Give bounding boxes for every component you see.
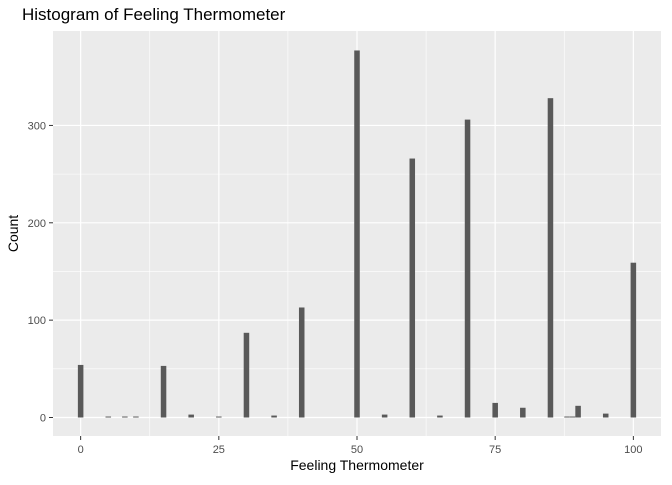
histogram-bar (492, 402, 498, 418)
histogram-bar (216, 416, 222, 418)
histogram-bar (464, 119, 471, 418)
x-tick-label: 100 (624, 444, 642, 456)
histogram-bar (243, 332, 250, 418)
x-axis-label: Feeling Thermometer (290, 457, 424, 473)
y-tick-label: 300 (28, 120, 46, 132)
histogram-bar (630, 262, 637, 418)
histogram-bar (547, 98, 554, 418)
histogram-bar (409, 158, 416, 418)
histogram-bar (160, 365, 167, 418)
histogram-bar (77, 364, 84, 418)
histogram-bar (354, 50, 360, 418)
histogram-bar (569, 416, 576, 418)
histogram-bar (271, 415, 277, 418)
x-tick-label: 75 (489, 444, 501, 456)
y-tick-label: 100 (28, 315, 46, 327)
histogram-bar (564, 416, 570, 418)
x-tick-label: 50 (351, 444, 363, 456)
y-tick-label: 0 (40, 413, 46, 425)
histogram-bar (381, 414, 388, 418)
bars (77, 50, 637, 418)
y-axis-label: Count (5, 215, 21, 252)
x-tick-label: 0 (78, 444, 84, 456)
histogram-bar (298, 307, 305, 418)
histogram-bar (602, 413, 609, 418)
y-tick-label: 200 (28, 218, 46, 230)
histogram-bar (575, 405, 581, 418)
histogram-bar (133, 416, 139, 418)
histogram-bar (105, 416, 112, 418)
chart-title: Histogram of Feeling Thermometer (22, 5, 286, 24)
histogram-bar (520, 407, 526, 418)
histogram-bar (188, 414, 194, 418)
y-axis: 0 100 200 300 (28, 120, 53, 425)
histogram-bar (122, 416, 128, 418)
histogram-bar (437, 415, 443, 418)
x-tick-label: 25 (213, 444, 225, 456)
x-axis: 0 25 50 75 100 (78, 436, 643, 456)
